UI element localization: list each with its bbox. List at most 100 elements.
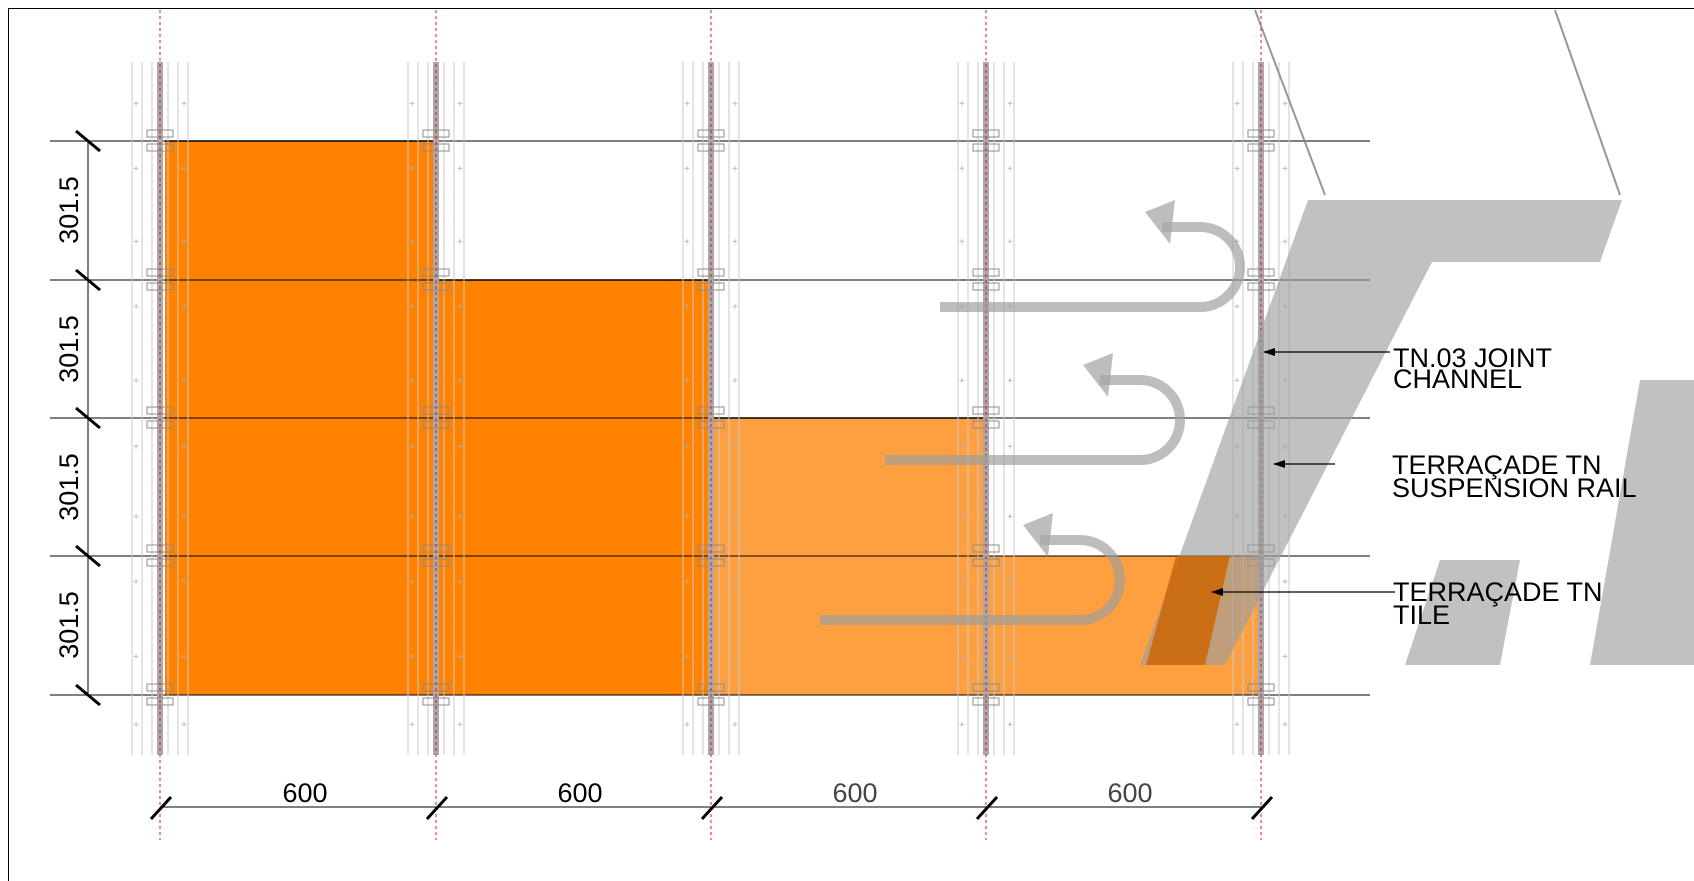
vertical-dimension-chain: 301.5 301.5 301.5 301.5	[54, 129, 101, 707]
dim-vertical-4: 301.5	[54, 591, 84, 659]
fixing-mark: +	[409, 302, 415, 313]
fixing-mark: +	[1282, 237, 1288, 248]
fixing-mark: +	[133, 577, 139, 588]
fixing-mark: +	[457, 237, 463, 248]
fixing-mark: +	[133, 720, 139, 731]
fixing-mark: +	[1234, 164, 1240, 175]
fixing-mark: +	[181, 164, 187, 175]
label-suspension-rail-line2: SUSPENSION RAIL	[1392, 473, 1637, 503]
label-joint-channel-line1: TN.03 JOINT	[1393, 343, 1552, 373]
fixing-mark: +	[1234, 302, 1240, 313]
dimension-tick-icon	[425, 795, 449, 821]
fixing-mark: +	[133, 652, 139, 663]
fixing-mark: +	[409, 652, 415, 663]
fixing-mark: +	[732, 302, 738, 313]
fixing-mark: +	[959, 577, 965, 588]
fixing-mark: +	[684, 237, 690, 248]
fixing-mark: +	[133, 512, 139, 523]
fixing-mark: +	[684, 164, 690, 175]
fixing-mark: +	[959, 237, 965, 248]
label-tile-line1: TERRAÇADE TN	[1393, 577, 1603, 607]
fixing-mark: +	[1007, 99, 1013, 110]
fixing-mark: +	[732, 577, 738, 588]
fixing-mark: +	[1234, 376, 1240, 387]
dim-horizontal-2: 600	[557, 778, 602, 808]
fixing-mark: +	[181, 512, 187, 523]
fixing-mark: +	[409, 442, 415, 453]
label-suspension-rail-line1: TERRAÇADE TN	[1392, 450, 1602, 480]
fixing-mark: +	[181, 652, 187, 663]
fixing-mark: +	[684, 512, 690, 523]
dim-vertical-1: 301.5	[54, 176, 84, 244]
fixing-mark: +	[684, 652, 690, 663]
rail-clip	[697, 697, 725, 706]
fixing-mark: +	[457, 302, 463, 313]
fixing-mark: +	[181, 577, 187, 588]
drawing-border	[8, 8, 1694, 881]
dim-horizontal-3: 600	[832, 778, 877, 808]
fixing-mark: +	[1007, 442, 1013, 453]
label-tile-line2: TILE	[1393, 600, 1450, 630]
fixing-mark: +	[1007, 164, 1013, 175]
dim-vertical-2: 301.5	[54, 315, 84, 383]
rail-clip	[422, 697, 450, 706]
fixing-mark: +	[457, 512, 463, 523]
fixing-mark: +	[732, 652, 738, 663]
fixing-mark: +	[457, 442, 463, 453]
dimension-tick-icon	[975, 795, 999, 821]
dimension-tick-icon	[75, 268, 101, 292]
fixing-mark: +	[959, 512, 965, 523]
fixing-mark: +	[1007, 652, 1013, 663]
fixing-mark: +	[181, 376, 187, 387]
fixing-mark: +	[959, 442, 965, 453]
fixing-mark: +	[409, 99, 415, 110]
dimension-tick-icon	[75, 406, 101, 430]
fixing-mark: +	[684, 577, 690, 588]
fixing-mark: +	[732, 512, 738, 523]
fixing-mark: +	[181, 237, 187, 248]
fixing-mark: +	[732, 720, 738, 731]
fixing-mark: +	[684, 376, 690, 387]
fixing-mark: +	[409, 577, 415, 588]
callout-leaders	[1211, 348, 1395, 596]
fixing-mark: +	[684, 302, 690, 313]
fixing-mark: +	[1234, 99, 1240, 110]
fixing-mark: +	[181, 442, 187, 453]
fixing-mark: +	[457, 652, 463, 663]
fixing-mark: +	[959, 376, 965, 387]
dimension-tick-icon	[700, 795, 724, 821]
fixing-mark: +	[181, 720, 187, 731]
fixing-mark: +	[181, 302, 187, 313]
fixing-mark: +	[457, 720, 463, 731]
fixing-mark: +	[409, 164, 415, 175]
fixing-mark: +	[133, 442, 139, 453]
fixing-mark: +	[457, 376, 463, 387]
fixing-mark: +	[457, 164, 463, 175]
dimension-tick-icon	[1250, 795, 1274, 821]
fixing-mark: +	[457, 577, 463, 588]
fixing-mark: +	[959, 99, 965, 110]
dim-horizontal-1: 600	[282, 778, 327, 808]
fixing-mark: +	[133, 376, 139, 387]
rail-clip	[972, 697, 1000, 706]
fixing-mark: +	[959, 164, 965, 175]
dimension-tick-icon	[75, 544, 101, 568]
fixing-mark: +	[1282, 720, 1288, 731]
fixing-mark: +	[133, 302, 139, 313]
fixing-mark: +	[684, 720, 690, 731]
fixing-mark: +	[1007, 376, 1013, 387]
grid-axes	[159, 10, 1262, 840]
fixing-mark: +	[959, 652, 965, 663]
fixing-mark: +	[732, 237, 738, 248]
fixing-mark: +	[409, 720, 415, 731]
fixing-mark: +	[1007, 720, 1013, 731]
fixing-mark: +	[1282, 577, 1288, 588]
fixing-mark: +	[133, 99, 139, 110]
fixing-mark: +	[409, 376, 415, 387]
fixing-mark: +	[1007, 577, 1013, 588]
fixing-mark: +	[684, 442, 690, 453]
dimension-tick-icon	[75, 683, 101, 707]
fixing-mark: +	[732, 99, 738, 110]
watermark-logo-icon	[820, 9, 1694, 665]
